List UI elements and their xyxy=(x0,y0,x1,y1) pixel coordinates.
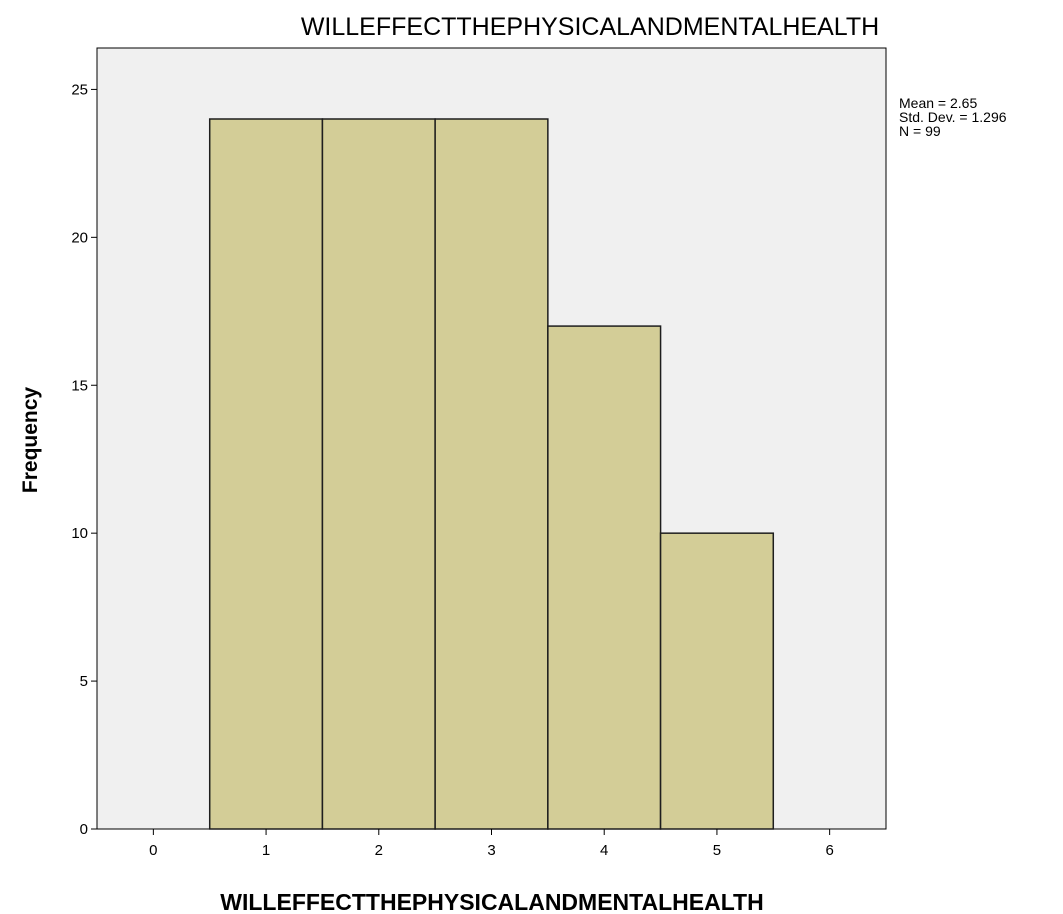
bar-4 xyxy=(547,325,662,830)
y-tick-label: 0 xyxy=(80,821,88,838)
x-tick-label: 6 xyxy=(825,842,833,859)
stat-mean: Mean = 2.65 xyxy=(899,95,977,111)
bar-3 xyxy=(434,118,549,830)
x-tick-label: 1 xyxy=(262,842,270,859)
x-tick-label: 5 xyxy=(713,842,721,859)
x-tick-label: 3 xyxy=(487,842,495,859)
y-tick-label: 10 xyxy=(71,525,88,542)
y-tick-label: 20 xyxy=(71,229,88,246)
axes-group: 0 5 10 15 20 25 0 1 2 3 4 5 6 xyxy=(71,81,834,859)
chart-title: WILLEFFECTTHEPHYSICALANDMENTALHEALTH xyxy=(301,13,879,41)
stat-n: N = 99 xyxy=(899,123,941,139)
bar-5 xyxy=(659,532,775,830)
y-axis-label: Frequency xyxy=(19,387,42,494)
x-tick-label: 2 xyxy=(375,842,383,859)
bars-group xyxy=(208,118,775,830)
x-axis-label: WILLEFFECTTHEPHYSICALANDMENTALHEALTH xyxy=(220,889,763,914)
y-tick-label: 5 xyxy=(80,673,88,690)
y-tick-label: 25 xyxy=(71,81,88,98)
stat-std-dev: Std. Dev. = 1.296 xyxy=(899,109,1007,125)
x-tick-label: 4 xyxy=(600,842,608,859)
bar-2 xyxy=(321,118,436,830)
summary-statistics: Mean = 2.65 Std. Dev. = 1.296 N = 99 xyxy=(899,95,1007,139)
y-tick-label: 15 xyxy=(71,377,88,394)
x-tick-label: 0 xyxy=(149,842,157,859)
bar-1 xyxy=(208,118,324,830)
